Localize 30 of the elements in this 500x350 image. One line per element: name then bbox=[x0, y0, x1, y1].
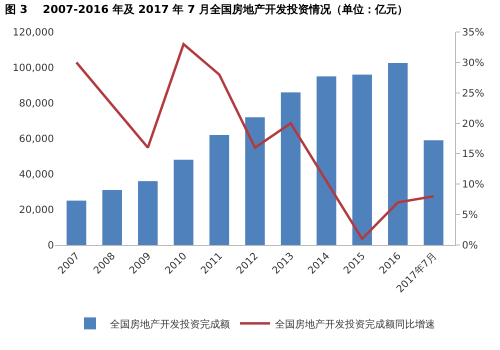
y2-tick-label: 25% bbox=[462, 88, 484, 100]
y-tick-label: 80,000 bbox=[19, 98, 54, 110]
y-tick-label: 100,000 bbox=[12, 63, 54, 74]
y2-tick-label: 35% bbox=[462, 28, 484, 38]
bar bbox=[245, 117, 265, 245]
line-series bbox=[75, 42, 435, 240]
bar bbox=[102, 190, 122, 245]
y2-tick-label: 15% bbox=[462, 149, 484, 160]
bar bbox=[138, 181, 158, 245]
bar bbox=[388, 63, 408, 245]
y-tick-label: 0 bbox=[48, 240, 54, 252]
bar bbox=[316, 76, 336, 245]
y2-tick-label: 30% bbox=[462, 58, 484, 69]
legend-label: 全国房地产开发投资完成额同比增速 bbox=[275, 318, 435, 330]
y-tick-label: 120,000 bbox=[12, 28, 54, 38]
y-tick-label: 40,000 bbox=[19, 170, 54, 180]
y2-tick-label: 0% bbox=[462, 240, 478, 252]
bar bbox=[66, 200, 86, 245]
chart-title: 图 3 2007-2016 年及 2017 年 7 月全国房地产开发投资情况（单位：亿元） bbox=[5, 2, 408, 16]
bar bbox=[174, 160, 194, 245]
legend-label: 全国房地产开发投资完成额 bbox=[110, 318, 230, 330]
y2-tick-label: 10% bbox=[462, 180, 484, 191]
bar bbox=[280, 92, 301, 245]
bar bbox=[352, 74, 372, 245]
y-tick-label: 60,000 bbox=[19, 134, 54, 145]
y2-tick-label: 20% bbox=[462, 118, 484, 130]
bar bbox=[209, 134, 230, 245]
bar bbox=[424, 140, 444, 245]
y-tick-label: 20,000 bbox=[19, 205, 54, 216]
y2-tick-label: 5% bbox=[462, 210, 478, 222]
